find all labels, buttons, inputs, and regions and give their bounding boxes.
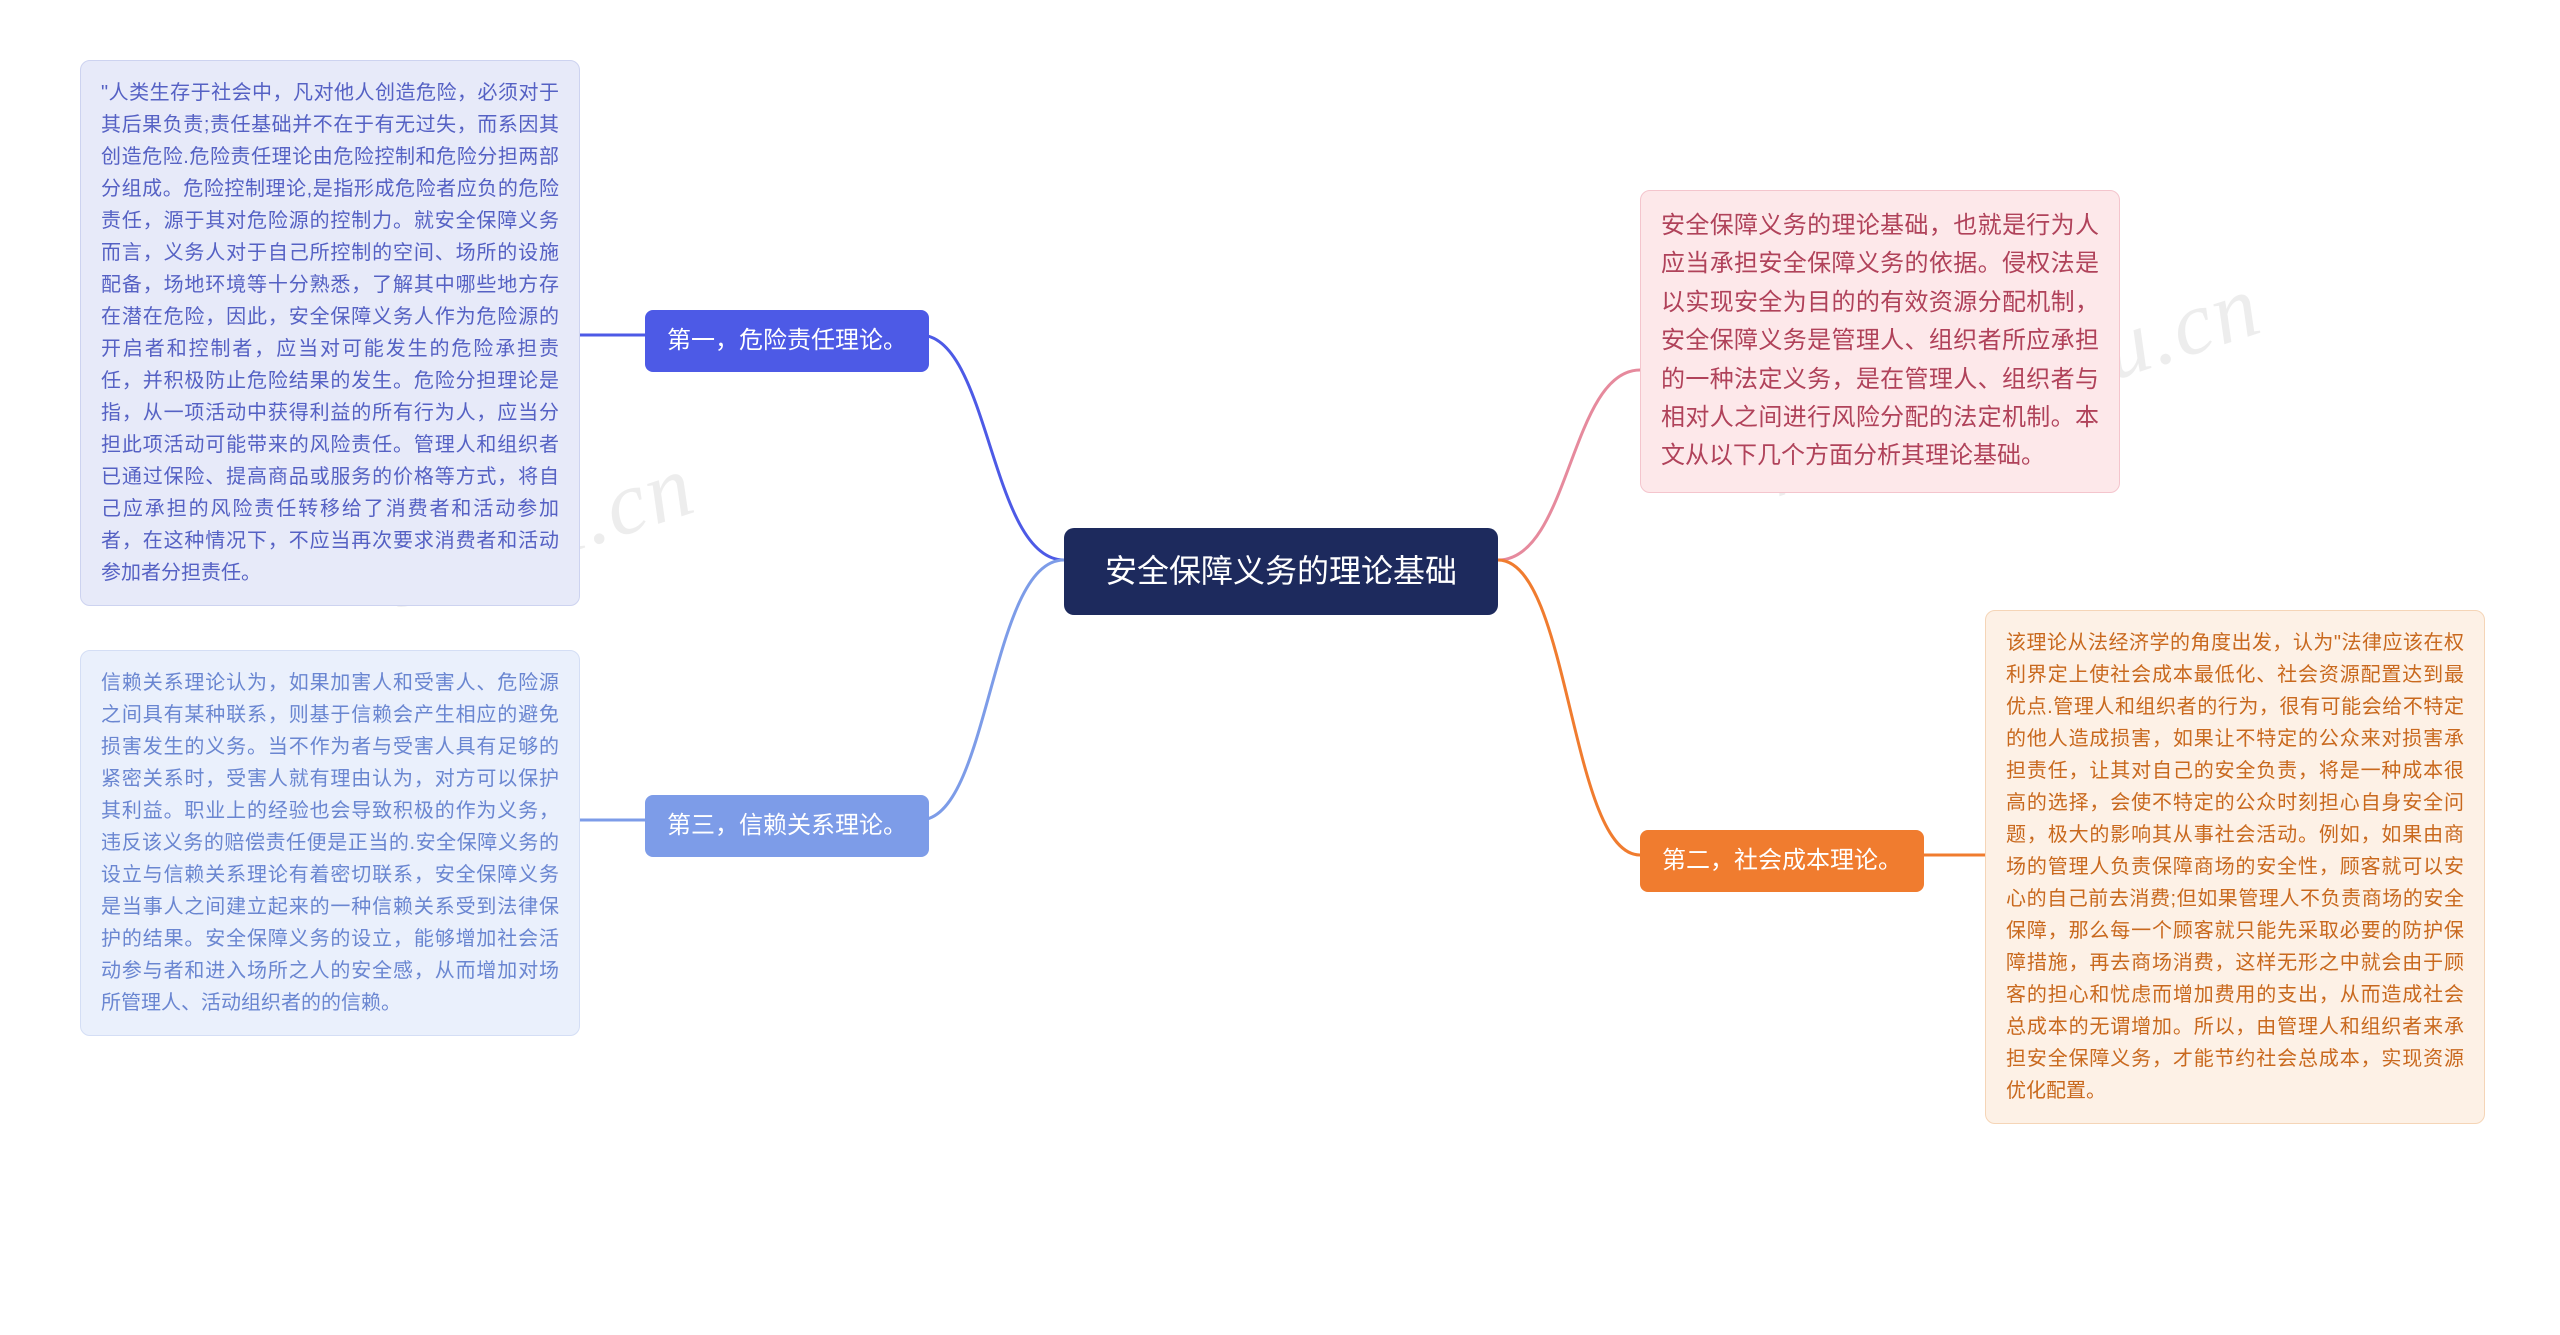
branch-3-label: 第三，信赖关系理论。 (645, 795, 929, 857)
branch-2-label: 第二，社会成本理论。 (1640, 830, 1924, 892)
branch-1-leaf: "人类生存于社会中，凡对他人创造危险，必须对于其后果负责;责任基础并不在于有无过… (80, 60, 580, 606)
branch-1-label: 第一，危险责任理论。 (645, 310, 929, 372)
branch-2-leaf: 该理论从法经济学的角度出发，认为"法律应该在权利界定上使社会成本最低化、社会资源… (1985, 610, 2485, 1124)
branch-3-leaf: 信赖关系理论认为，如果加害人和受害人、危险源之间具有某种联系，则基于信赖会产生相… (80, 650, 580, 1036)
intro-leaf: 安全保障义务的理论基础，也就是行为人应当承担安全保障义务的依据。侵权法是以实现安… (1640, 190, 2120, 493)
root-node: 安全保障义务的理论基础 (1064, 528, 1498, 615)
